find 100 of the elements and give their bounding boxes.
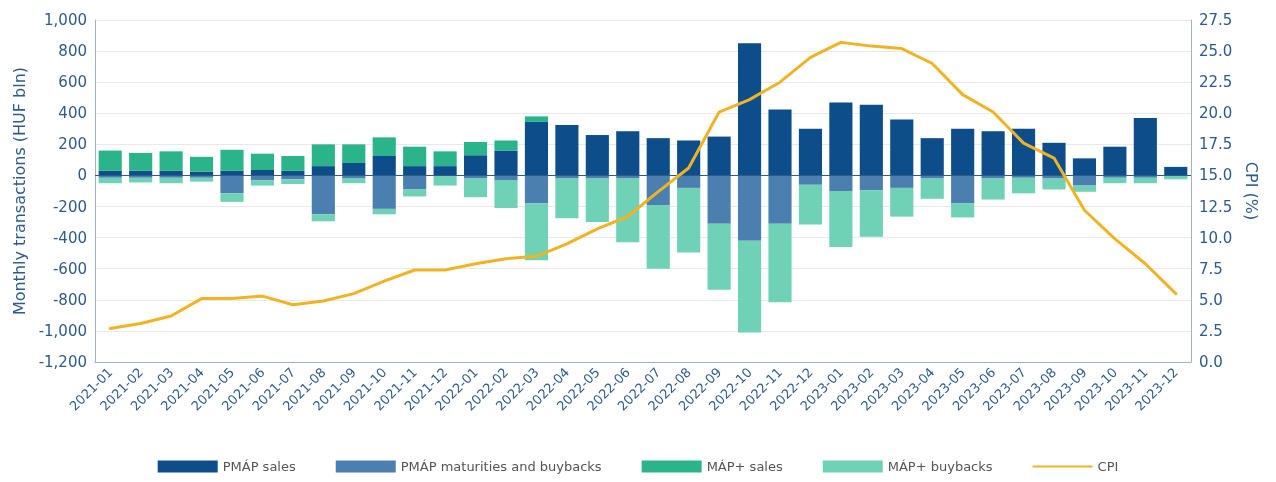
- bar: [281, 179, 305, 184]
- bar: [829, 191, 853, 247]
- bar: [372, 175, 396, 209]
- bar: [311, 144, 335, 167]
- y-tick-label: -800: [52, 290, 87, 309]
- bar: [494, 180, 518, 209]
- bar: [677, 187, 701, 253]
- bar: [829, 175, 853, 191]
- bar: [798, 184, 823, 225]
- bar: [311, 214, 335, 222]
- bar: [616, 178, 640, 243]
- bar: [1011, 177, 1036, 194]
- y2-tick-label: 7.5: [1199, 259, 1223, 278]
- bar: [646, 204, 670, 269]
- bar: [403, 175, 427, 190]
- y-tick-label: 0: [77, 166, 87, 185]
- bar: [1164, 166, 1188, 176]
- bar: [920, 138, 944, 176]
- bar: [798, 175, 823, 185]
- bar: [859, 175, 883, 191]
- y2-tick-label: 25.0: [1199, 42, 1233, 61]
- bar: [433, 175, 457, 186]
- y2-tick-label: 12.5: [1199, 197, 1233, 216]
- bar: [1103, 146, 1127, 176]
- bar: [890, 175, 914, 188]
- bar: [920, 178, 944, 199]
- bar: [1133, 177, 1157, 184]
- bar: [981, 131, 1005, 176]
- y-tick-label: -600: [52, 259, 87, 278]
- bar: [250, 180, 275, 186]
- bar: [524, 203, 549, 261]
- bar: [768, 175, 792, 224]
- y2-tick-label: 17.5: [1199, 135, 1233, 154]
- bar: [1072, 185, 1097, 192]
- bar: [372, 156, 396, 176]
- bar: [372, 137, 396, 157]
- line-series: [108, 40, 1178, 330]
- legend-label: CPI: [1097, 459, 1119, 474]
- bar: [524, 121, 549, 176]
- bar: [1072, 158, 1097, 176]
- bar: [737, 175, 762, 241]
- bar: [951, 128, 975, 176]
- bar: [403, 189, 427, 197]
- bar: [372, 208, 396, 215]
- bar: [859, 190, 883, 237]
- bar: [403, 166, 427, 176]
- bar: [463, 155, 488, 176]
- y2-tick-label: 10.0: [1199, 228, 1233, 247]
- y-tick-label: -1,000: [38, 321, 87, 340]
- y2-tick-label: 5.0: [1199, 290, 1223, 309]
- bar: [342, 163, 366, 176]
- bar: [403, 146, 427, 167]
- bar: [798, 128, 823, 176]
- bar: [98, 150, 122, 171]
- bar: [494, 140, 518, 151]
- y-tick-label: 200: [58, 135, 87, 154]
- bar: [1011, 128, 1036, 176]
- y-tick-label: -400: [52, 228, 87, 247]
- bar: [311, 175, 335, 215]
- bar: [250, 170, 275, 176]
- bar: [677, 175, 701, 188]
- bar: [189, 177, 214, 182]
- bar: [463, 178, 488, 198]
- bar: [707, 223, 731, 290]
- bar: [981, 178, 1005, 200]
- bar: [555, 124, 579, 176]
- y-tick-label: 1,000: [44, 11, 87, 29]
- bar: [159, 151, 183, 171]
- bar: [433, 166, 457, 176]
- bar: [1133, 117, 1157, 176]
- legend-label: MÁP+ buybacks: [887, 459, 993, 474]
- bar: [463, 142, 488, 156]
- bar: [1072, 175, 1097, 186]
- y-tick-label: 600: [58, 73, 87, 92]
- bar: [1042, 178, 1066, 190]
- y2-tick-label: 2.5: [1199, 321, 1223, 340]
- bar: [737, 240, 762, 333]
- y2-axis-title: CPI (%): [1241, 161, 1261, 221]
- bar: [311, 166, 335, 176]
- y-tick-label: -200: [52, 197, 87, 216]
- bar: [250, 153, 275, 171]
- bar: [1103, 177, 1127, 184]
- bar: [646, 138, 670, 176]
- bar: [768, 223, 792, 303]
- bar: [220, 149, 244, 171]
- bar: [189, 156, 214, 172]
- y2-tick-label: 22.5: [1199, 73, 1233, 92]
- y2-tick-label: 27.5: [1199, 11, 1233, 29]
- bar: [585, 135, 609, 176]
- y2-tick-label: 0.0: [1199, 353, 1223, 371]
- y-tick-label: 800: [58, 42, 87, 61]
- bar: [951, 175, 975, 204]
- bar: [768, 109, 792, 176]
- bar: [555, 178, 579, 219]
- bar: [494, 150, 518, 176]
- bar: [616, 131, 640, 176]
- y2-tick-label: 20.0: [1199, 104, 1233, 123]
- bar: [524, 116, 549, 122]
- legend-label: PMÁP sales: [222, 459, 296, 474]
- bar: [829, 102, 853, 176]
